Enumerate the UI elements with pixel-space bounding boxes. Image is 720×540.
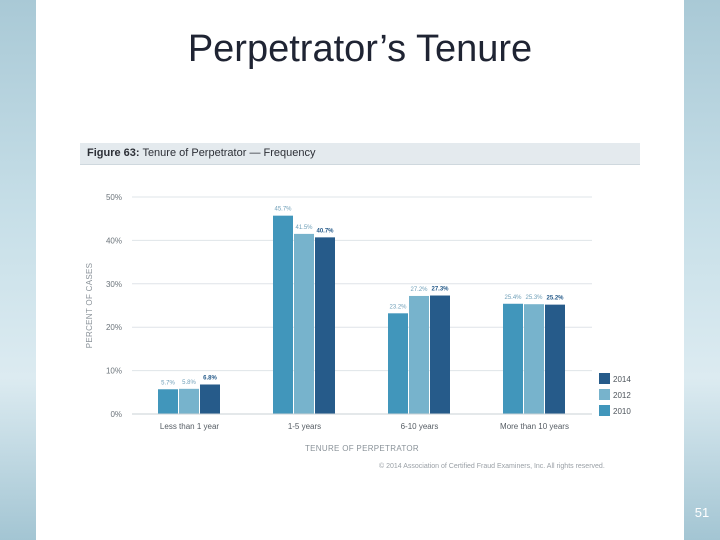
bar-chart: 0% 10% 20% 30% 40% 50% PERCENT OF CASES 5.7% 5.8… — [85, 193, 631, 453]
copyright-notice: © 2014 Association of Certified Fraud Ex… — [379, 463, 605, 470]
data-label: 5.8% — [182, 380, 196, 386]
page-number: 51 — [694, 505, 710, 520]
data-label: 25.2% — [546, 296, 564, 302]
data-label: 23.2% — [389, 304, 407, 310]
data-label: 25.3% — [525, 295, 543, 301]
x-axis-label: TENURE OF PERPETRATOR — [305, 444, 419, 453]
x-tick-label: Less than 1 year — [160, 422, 219, 431]
data-label: 27.2% — [410, 287, 428, 293]
figure-label: Figure 63: — [87, 147, 140, 159]
figure-header: Figure 63: Tenure of Perpetrator — Frequ… — [80, 143, 640, 165]
bar — [200, 384, 220, 414]
data-label: 41.5% — [295, 225, 313, 231]
bar — [273, 215, 293, 414]
left-decorative-band — [0, 0, 36, 540]
x-tick-label: 6-10 years — [401, 422, 439, 431]
data-label: 45.7% — [274, 207, 292, 213]
slide-title: Perpetrator’s Tenure — [187, 28, 533, 70]
data-label: 40.7% — [316, 228, 334, 234]
data-label: 6.8% — [203, 375, 217, 381]
right-decorative-band — [684, 0, 720, 540]
bar — [294, 233, 314, 414]
y-tick-label: 0% — [110, 410, 122, 419]
y-axis-label: PERCENT OF CASES — [85, 263, 94, 349]
data-label: 27.3% — [431, 287, 449, 293]
y-tick-label: 40% — [106, 236, 122, 245]
bar — [315, 237, 335, 414]
y-tick-label: 10% — [106, 367, 122, 376]
bar — [430, 295, 450, 414]
y-tick-label: 20% — [106, 323, 122, 332]
bar — [388, 313, 408, 414]
figure-title: Tenure of Perpetrator — Frequency — [142, 147, 316, 159]
legend-swatch — [599, 389, 610, 400]
legend-swatch — [599, 405, 610, 416]
x-tick-label: More than 10 years — [500, 422, 569, 431]
x-tick-label: 1-5 years — [288, 422, 321, 431]
bar — [545, 304, 565, 414]
bar — [409, 295, 429, 414]
legend-label: 2014 — [613, 375, 631, 384]
y-tick-label: 30% — [106, 280, 122, 289]
bar — [524, 304, 544, 414]
bar — [158, 389, 178, 414]
bar — [503, 303, 523, 414]
figure-caption: Figure 63: Tenure of Perpetrator — Frequ… — [87, 147, 315, 159]
data-label: 5.7% — [161, 380, 175, 386]
legend-label: 2012 — [613, 391, 631, 400]
legend-label: 2010 — [613, 407, 631, 416]
data-label: 25.4% — [504, 295, 522, 301]
bar — [179, 388, 199, 414]
legend-swatch — [599, 373, 610, 384]
y-tick-label: 50% — [106, 193, 122, 202]
